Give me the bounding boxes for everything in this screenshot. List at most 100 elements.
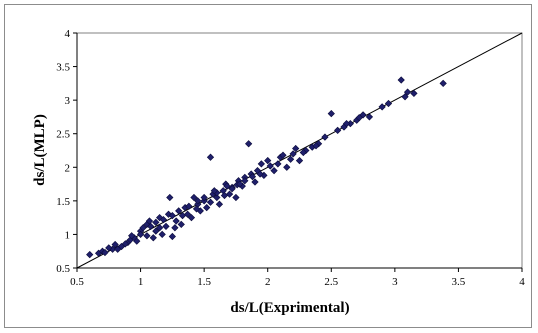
data-point (270, 167, 278, 175)
axis-ticks: 0.5 1 1.5 2 2.5 3 3.5 4 0.5 1 1.5 2 2.5 3 3.5 4 (56, 28, 525, 288)
data-point (175, 207, 183, 215)
data-point (152, 227, 160, 235)
data-point (133, 237, 141, 245)
data-point (220, 191, 229, 200)
data-point (228, 185, 236, 193)
data-point (203, 203, 211, 212)
data-point (397, 76, 405, 84)
data-point (215, 200, 224, 208)
data-point (241, 177, 249, 185)
x-tick-label: 4 (519, 276, 525, 288)
data-point (236, 180, 244, 188)
data-point (283, 163, 291, 171)
data-point (168, 232, 176, 241)
data-point (105, 244, 113, 252)
y-tick-label: 3 (65, 95, 71, 107)
data-point (279, 151, 287, 159)
data-point (251, 178, 259, 186)
x-tick-label: 3.5 (452, 276, 466, 288)
data-point (159, 216, 168, 224)
data-point (187, 214, 196, 222)
x-tick-label: 0.5 (70, 276, 84, 288)
data-point (139, 224, 147, 232)
data-point (266, 162, 274, 170)
data-point (403, 88, 412, 96)
data-point (410, 89, 418, 98)
y-tick-label: 2 (65, 162, 71, 174)
data-point (321, 133, 329, 141)
data-point (245, 140, 253, 148)
data-point (147, 222, 155, 230)
data-point (200, 193, 208, 202)
data-point (378, 103, 386, 111)
data-point (401, 93, 409, 101)
y-tick-label: 2.5 (56, 129, 70, 141)
data-point (166, 193, 174, 202)
x-tick-label: 3 (392, 276, 398, 288)
data-point (86, 250, 94, 259)
data-point (223, 182, 231, 190)
data-point (190, 193, 198, 202)
data-point (312, 142, 320, 150)
data-point (156, 214, 164, 222)
data-point (286, 155, 295, 163)
data-point (111, 240, 119, 249)
data-point (342, 120, 351, 128)
data-point (327, 109, 335, 118)
y-axis-title: ds/L(MLP) (32, 114, 48, 186)
data-points (86, 76, 447, 259)
data-point (355, 113, 363, 122)
data-point (143, 232, 151, 240)
data-point (162, 222, 170, 230)
y-tick-label: 3.5 (56, 62, 70, 74)
data-point (274, 160, 282, 168)
data-point (121, 240, 129, 248)
data-point (384, 99, 393, 108)
data-point (178, 212, 187, 220)
data-point (168, 212, 176, 220)
y-tick-label: 1 (65, 229, 71, 241)
data-point (177, 220, 185, 228)
y-tick-label: 0.5 (56, 263, 70, 275)
data-point (171, 224, 179, 232)
data-point (257, 160, 265, 168)
data-point (206, 198, 215, 206)
data-point (295, 156, 304, 165)
x-tick-label: 1.5 (197, 276, 211, 288)
x-tick-label: 1 (138, 276, 144, 288)
data-point (439, 79, 447, 87)
data-point (136, 230, 145, 239)
data-point (232, 193, 240, 202)
data-point (101, 248, 109, 257)
data-point (256, 170, 264, 178)
data-point (206, 153, 215, 161)
data-point (152, 218, 160, 226)
data-point (334, 126, 342, 134)
data-point (149, 234, 157, 242)
data-point (185, 202, 193, 210)
y-tick-label: 4 (65, 28, 71, 40)
data-point (156, 224, 164, 232)
data-point (292, 144, 300, 153)
data-point (289, 150, 297, 158)
data-point (210, 187, 218, 195)
data-point (359, 111, 367, 119)
data-point (225, 190, 234, 198)
x-axis-title: ds/L(Exprimental) (230, 300, 349, 316)
plot-area (76, 32, 523, 269)
data-point (192, 205, 201, 213)
y-tick-label: 1.5 (56, 196, 70, 208)
data-point (158, 230, 166, 239)
x-tick-label: 2 (265, 276, 271, 288)
data-point (172, 217, 180, 225)
data-point (299, 148, 307, 157)
data-point (248, 173, 257, 181)
data-point (264, 156, 272, 165)
data-point (183, 210, 192, 218)
data-point (213, 193, 221, 202)
data-point (128, 232, 136, 240)
data-point (194, 197, 202, 205)
x-tick-label: 2.5 (324, 276, 338, 288)
data-point (365, 113, 374, 121)
